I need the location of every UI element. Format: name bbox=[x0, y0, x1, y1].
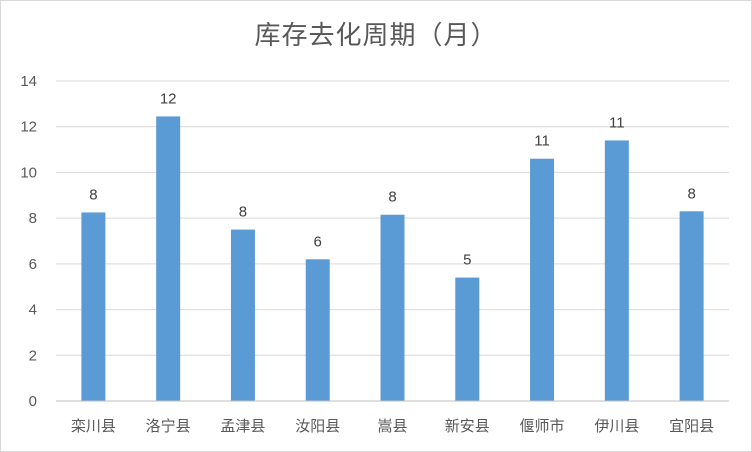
category-label: 偃师市 bbox=[520, 417, 565, 435]
y-tick-label: 10 bbox=[20, 164, 37, 181]
bar bbox=[230, 229, 255, 401]
category-label: 嵩县 bbox=[377, 417, 407, 435]
data-label: 6 bbox=[314, 233, 322, 250]
data-label: 5 bbox=[463, 252, 471, 269]
y-tick-label: 2 bbox=[29, 347, 37, 364]
bar bbox=[305, 259, 330, 401]
category-label: 孟津县 bbox=[220, 417, 265, 435]
category-label: 汝阳县 bbox=[295, 417, 340, 435]
bar bbox=[604, 140, 629, 401]
data-label: 11 bbox=[609, 114, 625, 131]
chart-title: 库存去化周期（月） bbox=[254, 21, 498, 51]
bar bbox=[679, 211, 704, 401]
category-label: 新安县 bbox=[445, 417, 490, 435]
y-tick-label: 8 bbox=[29, 210, 37, 227]
bar bbox=[455, 277, 480, 401]
category-label: 洛宁县 bbox=[146, 417, 191, 435]
data-label: 8 bbox=[239, 204, 247, 221]
data-label: 12 bbox=[160, 90, 177, 107]
bar bbox=[156, 116, 181, 401]
bar bbox=[530, 158, 555, 401]
data-label: 8 bbox=[687, 185, 695, 202]
y-tick-label: 4 bbox=[29, 302, 37, 319]
bar bbox=[81, 212, 106, 401]
y-tick-label: 0 bbox=[29, 393, 37, 410]
data-label: 8 bbox=[89, 186, 97, 203]
data-label: 8 bbox=[388, 189, 396, 206]
y-tick-label: 12 bbox=[20, 119, 37, 136]
category-label: 伊川县 bbox=[594, 417, 639, 435]
data-label: 11 bbox=[534, 133, 550, 150]
y-tick-label: 14 bbox=[20, 73, 37, 90]
y-tick-label: 6 bbox=[29, 256, 37, 273]
category-label: 宜阳县 bbox=[669, 417, 714, 435]
category-label: 栾川县 bbox=[71, 417, 116, 435]
bar bbox=[380, 214, 405, 401]
